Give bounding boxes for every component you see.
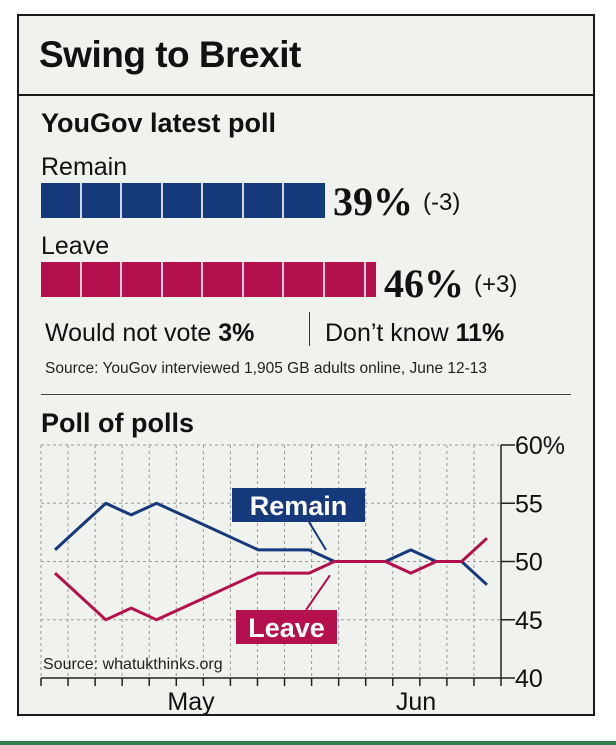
leave-label: Leave [41, 232, 110, 260]
y-tick-label: 45 [515, 607, 543, 635]
bar-segment [243, 262, 285, 297]
would-not-vote-label: Would not vote [45, 319, 212, 347]
bar-segment [243, 183, 285, 218]
bar-segment [162, 262, 204, 297]
title-rule [19, 94, 593, 96]
divider [309, 312, 310, 346]
graphic-card: Swing to Brexit YouGov latest poll Remai… [17, 14, 595, 716]
dont-know-label: Don’t know [325, 319, 449, 347]
yougov-title: YouGov latest poll [41, 108, 277, 138]
bar-segment [365, 262, 376, 297]
bar-segment [324, 262, 366, 297]
yougov-source: Source: YouGov interviewed 1,905 GB adul… [45, 360, 488, 377]
y-tick-label: 50 [515, 549, 543, 577]
y-tick-label: 40 [515, 665, 543, 693]
bar-segment [41, 183, 82, 218]
y-tick-label: 55 [515, 490, 543, 518]
x-tick-label: May [167, 688, 215, 714]
remain-leader-line [308, 521, 327, 551]
remain-change: (-3) [423, 189, 461, 216]
dont-know-value: 11% [455, 319, 505, 347]
bar-segment [81, 262, 123, 297]
chart-source: Source: whatukthinks.org [43, 656, 223, 673]
remain-label-box [232, 488, 365, 522]
x-tick-label: Jun [396, 688, 436, 714]
bar-segment [41, 262, 82, 297]
other-responses: Would not vote 3% Don’t know 11% [45, 316, 585, 350]
leave-leader-line [305, 574, 331, 611]
remain-percent: 39% [333, 179, 413, 224]
remain-line [53, 501, 489, 586]
poll-of-polls-title: Poll of polls [41, 408, 194, 438]
bar-segment [284, 183, 325, 218]
remain-bar [41, 183, 325, 218]
bar-segment [122, 183, 163, 218]
bar-segment [284, 262, 325, 297]
bar-segment [122, 262, 163, 297]
section-divider [41, 394, 571, 395]
poll-of-polls-chart: 40 45 50 55 60% May Jun Remain Leave Source: what… [40, 432, 565, 714]
bar-segment [162, 183, 204, 218]
leave-change: (+3) [473, 271, 518, 298]
leave-bar [41, 262, 376, 297]
would-not-vote-value: 3% [218, 319, 255, 347]
remain-label: Remain [41, 153, 128, 181]
y-tick-label: 60% [515, 432, 565, 460]
leave-series-label: Leave [248, 613, 325, 643]
bar-segment [81, 183, 123, 218]
leave-label-box [236, 610, 337, 644]
bar-segment [203, 262, 244, 297]
bottom-rule [0, 741, 616, 745]
leave-line [53, 537, 489, 622]
leave-percent: 46% [383, 261, 464, 306]
bar-segment [203, 183, 244, 218]
remain-series-label: Remain [250, 491, 348, 521]
main-title: Swing to Brexit [39, 34, 301, 75]
